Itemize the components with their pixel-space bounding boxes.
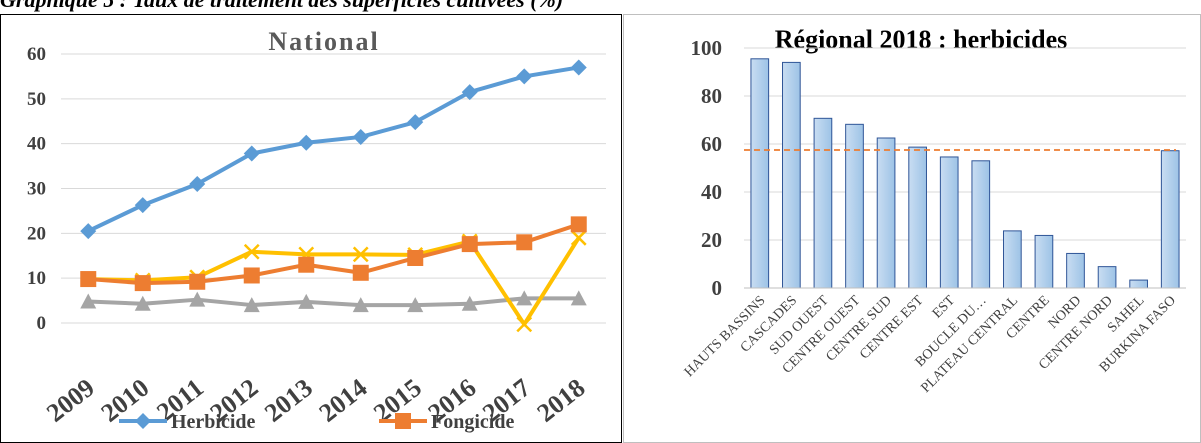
legend-item-herbicide: Herbicide — [119, 411, 256, 433]
data-point-fongicide — [352, 264, 369, 281]
regional-chart-panel: Régional 2018 : herbicides 0 20 40 60 80 100 H… — [623, 14, 1201, 443]
national-x-tick-label: 2018 — [532, 373, 591, 428]
bar-plateau-central — [1003, 230, 1022, 289]
bar-centre-nord — [1097, 266, 1117, 289]
data-point-series-4 — [189, 291, 206, 307]
data-point-series-4 — [516, 290, 533, 306]
regional-y-tick-label: 20 — [701, 228, 722, 252]
data-point-herbicide — [516, 68, 533, 85]
legend-label-herbicide: Herbicide — [171, 411, 256, 433]
national-y-tick-label: 30 — [27, 179, 46, 200]
legend-item-fongicide: Fongicide — [379, 411, 514, 433]
figure-caption: Graphique 5 : Taux de traitement des sup… — [0, 0, 1201, 14]
legend-marker-fongicide — [395, 413, 411, 429]
data-point-fongicide — [570, 216, 587, 233]
data-point-herbicide — [407, 114, 424, 131]
data-point-fongicide — [243, 267, 260, 284]
data-point-herbicide — [189, 176, 206, 193]
data-point-series-3 — [570, 229, 587, 246]
data-point-herbicide — [352, 128, 369, 145]
series-series-4 — [80, 290, 587, 313]
data-point-fongicide — [461, 236, 478, 253]
bar-hauts-bassins — [750, 58, 770, 289]
data-point-fongicide — [80, 271, 97, 288]
national-x-tick-label: 2014 — [314, 373, 373, 428]
national-chart-panel: National 0 10 20 30 40 50 60 2009 2010 2011 2012 20… — [0, 14, 622, 443]
bar-centre-sud — [876, 137, 896, 289]
national-y-tick-label: 10 — [27, 268, 46, 289]
data-point-herbicide — [570, 59, 587, 76]
national-x-tick-label: 2009 — [41, 373, 100, 428]
series-herbicide — [80, 59, 587, 240]
national-y-tick-label: 40 — [27, 134, 46, 155]
bar-centre — [1034, 234, 1054, 289]
bar-centre-est — [908, 146, 927, 289]
data-point-series-4 — [570, 290, 587, 306]
national-y-tick-label: 60 — [27, 44, 46, 65]
data-point-fongicide — [407, 249, 424, 266]
series-line-fongicide — [88, 222, 580, 286]
national-chart-title: National — [268, 27, 379, 56]
bar-sud-ouest — [813, 117, 833, 289]
legend-marker-herbicide — [135, 413, 151, 429]
data-point-herbicide — [80, 223, 97, 240]
data-point-fongicide — [298, 256, 315, 273]
data-point-series-4 — [298, 293, 315, 309]
bar-centre-ouest — [845, 123, 864, 289]
bar-est — [939, 156, 959, 289]
data-point-series-3 — [352, 246, 369, 263]
regional-y-tick-label: 60 — [701, 132, 722, 156]
data-point-fongicide — [189, 273, 206, 290]
national-y-tick-label: 0 — [37, 313, 47, 334]
data-point-herbicide — [134, 197, 151, 214]
regional-chart-title: Régional 2018 : herbicides — [775, 25, 1068, 54]
series-fongicide — [80, 216, 587, 292]
legend-label-fongicide: Fongicide — [431, 411, 514, 433]
data-point-herbicide — [461, 84, 478, 101]
national-line-chart: National 0102030405060200920102011201220… — [27, 27, 606, 433]
regional-y-tick-label: 100 — [691, 36, 723, 60]
data-point-series-3 — [243, 243, 260, 260]
bar-boucle-du — [971, 160, 991, 289]
national-y-tick-label: 20 — [27, 223, 46, 244]
data-point-series-4 — [80, 293, 97, 309]
series-line-series-3 — [88, 236, 581, 327]
bar-nord — [1066, 252, 1085, 289]
data-point-fongicide — [134, 275, 151, 292]
data-point-series-4 — [352, 297, 369, 313]
series-line-herbicide — [87, 65, 580, 233]
data-point-series-4 — [243, 297, 260, 313]
data-point-fongicide — [516, 234, 533, 251]
data-point-series-4 — [134, 295, 151, 311]
bar-burkina-faso — [1160, 150, 1180, 289]
data-point-series-3 — [516, 316, 533, 333]
data-point-herbicide — [243, 145, 260, 162]
regional-y-tick-label: 40 — [701, 180, 722, 204]
data-point-series-4 — [407, 297, 424, 313]
data-point-series-4 — [461, 295, 478, 311]
national-y-tick-label: 50 — [27, 89, 46, 110]
regional-gridlines — [744, 47, 1186, 289]
series-line-series-4 — [88, 296, 579, 308]
regional-y-tick-label: 0 — [712, 276, 723, 300]
bar-cascades — [782, 61, 801, 289]
data-point-herbicide — [298, 134, 315, 151]
bar-sahel — [1129, 279, 1148, 289]
regional-bar-chart: Régional 2018 : herbicides 020406080100H… — [682, 25, 1186, 396]
regional-y-tick-label: 80 — [701, 84, 722, 108]
national-x-tick-label: 2013 — [259, 373, 318, 428]
